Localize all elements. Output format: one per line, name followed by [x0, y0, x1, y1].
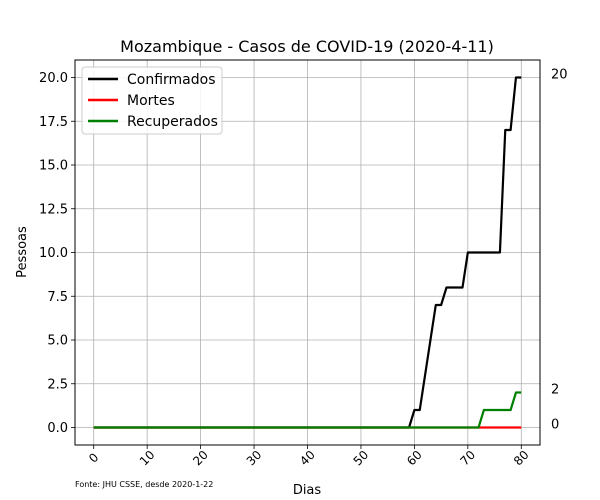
- y-tick-label: 10.0: [39, 246, 68, 261]
- chart-title: Mozambique - Casos de COVID-19 (2020-4-1…: [120, 37, 494, 56]
- legend-label: Confirmados: [127, 72, 216, 88]
- y-tick-label: 12.5: [39, 202, 68, 217]
- y-tick-label: 20.0: [39, 71, 68, 86]
- x-axis-label: Dias: [293, 483, 322, 498]
- y-axis-label: Pessoas: [15, 226, 30, 278]
- end-value-label: 2: [551, 383, 559, 398]
- y-axis-ticks: 0.0 2.5 5.0 7.5 10.0 12.5 15.0 17.5 20.0: [39, 71, 75, 436]
- end-value-label: 0: [551, 418, 559, 433]
- legend-box: [81, 66, 223, 135]
- source-footnote: Fonte: JHU CSSE, desde 2020-1-22: [75, 480, 213, 489]
- y-tick-label: 7.5: [47, 290, 68, 305]
- end-value-labels: 2020: [551, 68, 568, 433]
- legend-label: Recuperados: [127, 114, 218, 130]
- y-tick-label: 5.0: [47, 334, 68, 349]
- y-tick-label: 0.0: [47, 421, 68, 436]
- end-value-label: 20: [551, 68, 568, 83]
- y-tick-label: 15.0: [39, 159, 68, 174]
- legend: Confirmados Mortes Recuperados: [81, 66, 223, 135]
- y-tick-label: 17.5: [39, 115, 68, 130]
- y-tick-label: 2.5: [47, 377, 68, 392]
- series-lines: [93, 76, 522, 429]
- series-line-recuperados: [93, 391, 522, 429]
- legend-label: Mortes: [127, 93, 175, 109]
